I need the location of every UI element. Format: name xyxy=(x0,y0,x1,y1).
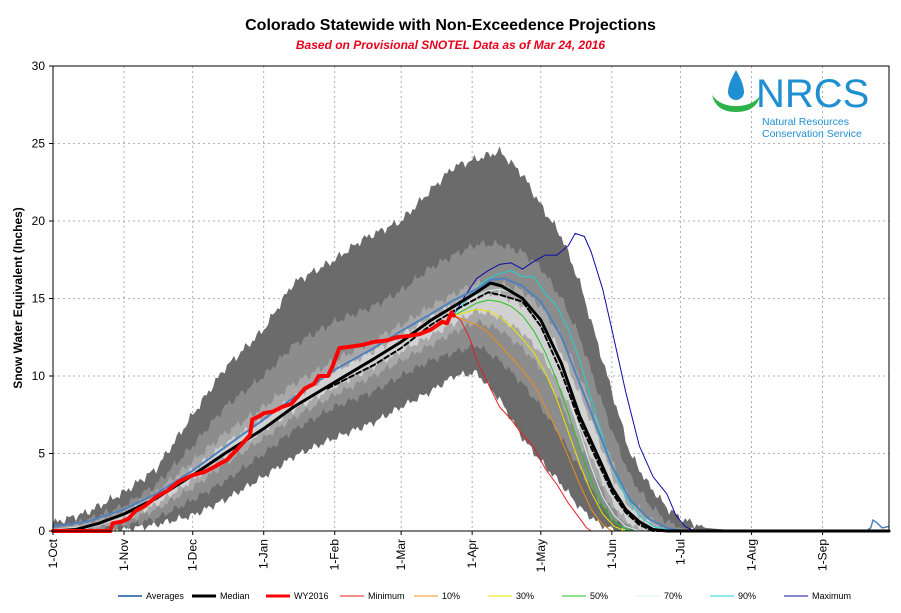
legend-label: 30% xyxy=(516,591,534,601)
y-tick-label: 20 xyxy=(32,214,46,228)
y-axis-label: Snow Water Equivalent (Inches) xyxy=(11,207,25,389)
water-drop-icon xyxy=(728,70,744,100)
x-axis-ticks: 1-Oct 1-Nov 1-Dec 1-Jan 1-Feb 1-Mar 1-Apr 1-May… xyxy=(46,531,830,572)
x-tick-label: 1-Aug xyxy=(745,539,759,571)
series-line-90- xyxy=(453,270,890,532)
series-lines xyxy=(51,232,891,533)
legend-label: Averages xyxy=(146,591,184,601)
x-tick-label: 1-Jun xyxy=(605,539,619,569)
series-line-30- xyxy=(453,308,627,532)
series-line-minimum xyxy=(453,315,592,532)
nrcs-logo-text: NRCS xyxy=(756,72,869,116)
legend-label: 90% xyxy=(738,591,756,601)
y-tick-label: 5 xyxy=(38,447,45,461)
legend-label: Median xyxy=(220,591,250,601)
series-line-wy2016 xyxy=(51,310,456,533)
x-tick-label: 1-Nov xyxy=(117,539,131,571)
y-tick-label: 30 xyxy=(32,59,46,73)
x-tick-label: 1-Feb xyxy=(328,539,342,571)
legend-label: WY2016 xyxy=(294,591,329,601)
legend-label: Minimum xyxy=(368,591,405,601)
legend-label: Maximum xyxy=(812,591,851,601)
x-tick-label: 1-Sep xyxy=(816,539,830,571)
legend: Averages Median WY2016 Minimum 10% 30% 50% 70% 9… xyxy=(118,591,851,601)
series-line-10- xyxy=(453,315,613,532)
x-tick-label: 1-Apr xyxy=(465,539,479,568)
y-tick-label: 25 xyxy=(32,137,46,151)
x-tick-label: 1-Jul xyxy=(674,539,688,565)
september-series-line xyxy=(865,518,890,532)
y-axis-ticks: 0 5 10 15 20 25 30 xyxy=(32,59,53,538)
series-line-50- xyxy=(453,299,636,532)
y-tick-label: 15 xyxy=(32,292,46,306)
legend-label: 50% xyxy=(590,591,608,601)
legend-label: 70% xyxy=(664,591,682,601)
x-tick-label: 1-Dec xyxy=(186,539,200,571)
chart-subtitle: Based on Provisional SNOTEL Data as of M… xyxy=(295,38,606,52)
nrcs-logo-line1: Natural Resources xyxy=(762,116,849,128)
series-line-median-projection xyxy=(326,291,890,532)
nrcs-logo-line2: Conservation Service xyxy=(762,128,862,140)
y-tick-label: 0 xyxy=(38,524,45,538)
series-line-maximum xyxy=(453,232,890,532)
x-tick-label: 1-May xyxy=(534,539,548,572)
x-tick-label: 1-Mar xyxy=(394,539,408,570)
legend-label: 10% xyxy=(442,591,460,601)
nrcs-logo: NRCS Natural Resources Conservation Serv… xyxy=(712,70,869,140)
nrcs-swoosh-icon xyxy=(712,95,760,112)
x-tick-label: 1-Jan xyxy=(257,539,271,569)
x-tick-label: 1-Oct xyxy=(46,538,60,568)
chart-title: Colorado Statewide with Non-Exceedence P… xyxy=(245,17,656,34)
series-line-averages xyxy=(52,277,890,532)
y-tick-label: 10 xyxy=(32,369,46,383)
